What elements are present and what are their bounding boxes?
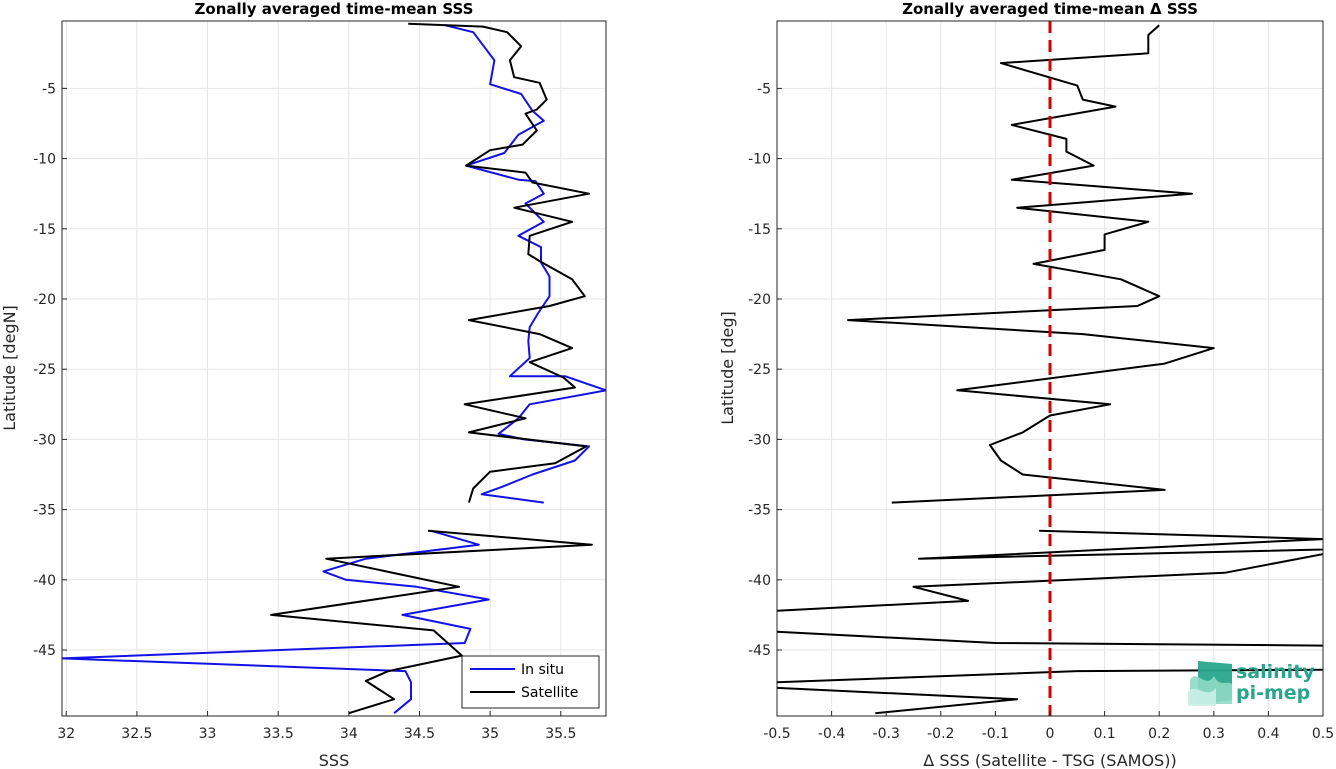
right-series-delta-sss-line bbox=[777, 668, 1323, 684]
left-x-tick-label: 33.5 bbox=[263, 726, 294, 742]
right-series-delta-sss-line bbox=[777, 529, 1323, 612]
left-series-in-situ-line bbox=[62, 529, 490, 714]
left-y-tick-label: -10 bbox=[33, 152, 56, 168]
left-series bbox=[62, 22, 606, 715]
right-x-tick-label: -0.2 bbox=[927, 726, 954, 742]
left-y-axis-label: Latitude [degN] bbox=[0, 305, 19, 431]
right-x-tick-label: -0.5 bbox=[763, 726, 790, 742]
left-chart-title: Zonally averaged time-mean SSS bbox=[195, 0, 474, 18]
right-y-tick-label: -5 bbox=[757, 81, 771, 97]
left-x-tick-label: 32 bbox=[57, 726, 75, 742]
right-ticks: -0.5 -0.4 -0.3 -0.2 -0.1 0 0.1 0.2 0.3 0.4 0.5 -5 -1… bbox=[748, 81, 1334, 742]
right-chart-title: Zonally averaged time-mean Δ SSS bbox=[902, 0, 1198, 18]
left-y-tick-label: -35 bbox=[33, 503, 56, 519]
right-x-tick-label: 0 bbox=[1046, 726, 1055, 742]
right-series bbox=[777, 24, 1323, 715]
right-x-axis-label: Δ SSS (Satellite - TSG (SAMOS)) bbox=[923, 751, 1176, 769]
salinity-pi-mep-logo: salinity pi-mep bbox=[1188, 661, 1315, 706]
right-y-tick-label: -30 bbox=[748, 432, 771, 448]
right-y-tick-label: -10 bbox=[748, 152, 771, 168]
legend-box bbox=[461, 655, 600, 709]
left-panel: 32 32.5 33 33.5 34 34.5 35 35.5 -5 -10 -15 -20 -25 -3… bbox=[0, 0, 607, 769]
right-y-tick-label: -35 bbox=[748, 503, 771, 519]
right-x-tick-label: -0.4 bbox=[818, 726, 845, 742]
logo-text-salinity: salinity bbox=[1236, 661, 1315, 683]
left-x-tick-label: 35 bbox=[481, 726, 499, 742]
right-y-tick-label: -45 bbox=[748, 643, 771, 659]
left-x-tick-label: 34 bbox=[340, 726, 358, 742]
right-y-tick-label: -15 bbox=[748, 222, 771, 238]
left-x-axis-label: SSS bbox=[319, 751, 349, 769]
left-series-satellite-line bbox=[270, 529, 593, 715]
left-y-tick-label: -5 bbox=[42, 81, 56, 97]
left-y-tick-label: -15 bbox=[33, 222, 56, 238]
left-y-tick-label: -40 bbox=[33, 573, 56, 589]
wave-logo-icon bbox=[1188, 661, 1232, 706]
right-x-tick-label: 0.3 bbox=[1203, 726, 1225, 742]
right-y-axis-label: Latitude [deg] bbox=[718, 311, 737, 425]
left-series-satellite-line bbox=[408, 22, 590, 503]
legend-label-satellite: Satellite bbox=[521, 685, 578, 701]
right-y-tick-label: -25 bbox=[748, 362, 771, 378]
logo-text-pi-mep: pi-mep bbox=[1236, 682, 1310, 704]
left-grid bbox=[62, 21, 606, 716]
legend: In situ Satellite bbox=[461, 655, 600, 709]
right-y-tick-label: -40 bbox=[748, 573, 771, 589]
right-series-delta-sss-line bbox=[777, 630, 1323, 647]
left-y-tick-label: -30 bbox=[33, 432, 56, 448]
right-y-tick-label: -20 bbox=[748, 292, 771, 308]
right-x-tick-label: 0.5 bbox=[1312, 726, 1334, 742]
right-panel: -0.5 -0.4 -0.3 -0.2 -0.1 0 0.1 0.2 0.3 0.4 0.5 -5 -1… bbox=[718, 0, 1334, 769]
left-x-tick-label: 34.5 bbox=[404, 726, 435, 742]
right-series-delta-sss-line bbox=[847, 24, 1215, 504]
left-x-tick-label: 33 bbox=[199, 726, 217, 742]
right-x-tick-label: 0.2 bbox=[1148, 726, 1170, 742]
right-series-delta-sss-line bbox=[777, 686, 1019, 715]
legend-label-in-situ: In situ bbox=[521, 662, 564, 678]
right-grid bbox=[776, 21, 1324, 716]
left-ticks: 32 32.5 33 33.5 34 34.5 35 35.5 -5 -10 -15 -20 -25 -3… bbox=[33, 81, 576, 742]
left-x-tick-label: 35.5 bbox=[545, 726, 576, 742]
right-x-tick-label: -0.1 bbox=[982, 726, 1009, 742]
right-x-tick-label: -0.3 bbox=[873, 726, 900, 742]
left-y-tick-label: -20 bbox=[33, 292, 56, 308]
right-x-tick-label: 0.4 bbox=[1257, 726, 1279, 742]
left-y-tick-label: -45 bbox=[33, 643, 56, 659]
left-x-tick-label: 32.5 bbox=[121, 726, 152, 742]
left-y-tick-label: -25 bbox=[33, 362, 56, 378]
right-x-tick-label: 0.1 bbox=[1093, 726, 1115, 742]
left-axes-frame bbox=[61, 20, 607, 717]
